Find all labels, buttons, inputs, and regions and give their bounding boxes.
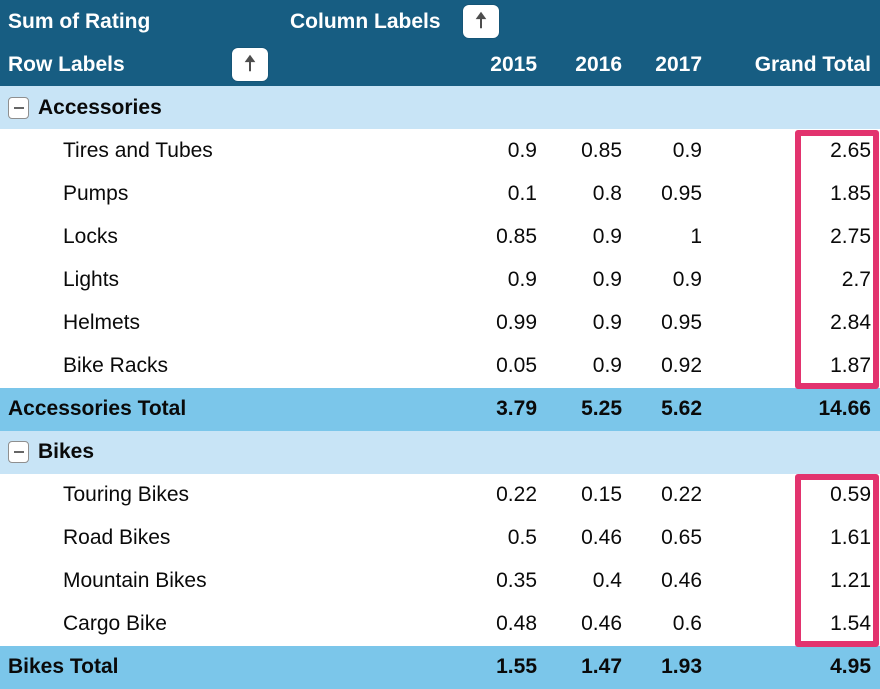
value-cell: 0.22 (661, 483, 702, 507)
value-cell: 2.7 (841, 267, 871, 291)
row-road-bikes: Road Bikes 0.5 0.46 0.65 1.61 (0, 517, 880, 560)
value-cell: 0.35 (496, 569, 537, 593)
total-cell: 3.79 (496, 397, 537, 421)
collapse-bikes-button[interactable] (8, 441, 29, 464)
group-label: Accessories (38, 95, 162, 119)
row-label: Tires and Tubes (63, 138, 213, 162)
row-locks: Locks 0.85 0.9 1 2.75 (0, 215, 880, 258)
value-cell: 0.85 (581, 138, 622, 162)
value-cell: 0.05 (496, 354, 537, 378)
value-cell: 0.99 (496, 310, 537, 334)
row-labels-sort-button[interactable] (232, 48, 268, 82)
value-cell: 0.5 (507, 526, 537, 550)
row-label: Bike Racks (63, 354, 169, 378)
row-tires-and-tubes: Tires and Tubes 0.9 0.85 0.9 2.65 (0, 129, 880, 172)
value-cell: 2.84 (830, 310, 871, 334)
row-labels-header: Row Labels (8, 52, 125, 76)
row-label: Locks (63, 224, 118, 248)
column-labels-sort-button[interactable] (462, 5, 499, 39)
pivot-title: Sum of Rating (8, 9, 151, 33)
row-label: Road Bikes (63, 526, 171, 550)
value-cell: 1 (690, 224, 702, 248)
row-cargo-bike: Cargo Bike 0.48 0.46 0.6 1.54 (0, 603, 880, 646)
value-cell: 0.6 (672, 612, 702, 636)
value-cell: 0.95 (661, 181, 702, 205)
column-header-grand-total: Grand Total (754, 52, 871, 76)
value-cell: 0.22 (496, 483, 537, 507)
row-lights: Lights 0.9 0.9 0.9 2.7 (0, 258, 880, 301)
value-cell: 0.85 (496, 224, 537, 248)
total-cell: 1.55 (496, 655, 537, 679)
minus-icon (13, 106, 24, 109)
row-label: Pumps (63, 181, 129, 205)
collapse-accessories-button[interactable] (8, 96, 29, 119)
row-helmets: Helmets 0.99 0.9 0.95 2.84 (0, 301, 880, 344)
group-label: Bikes (38, 440, 95, 464)
value-cell: 0.8 (592, 181, 622, 205)
column-header-2017: 2017 (655, 52, 702, 76)
value-cell: 0.46 (661, 569, 702, 593)
value-cell: 0.9 (672, 138, 702, 162)
row-accessories-total: Accessories Total 3.79 5.25 5.62 14.66 (0, 387, 880, 431)
value-cell: 0.9 (592, 224, 622, 248)
value-cell: 0.9 (507, 267, 537, 291)
total-cell: 5.25 (581, 397, 622, 421)
value-cell: 0.9 (592, 310, 622, 334)
sort-up-arrow-icon (239, 52, 261, 77)
value-cell: 1.85 (830, 181, 871, 205)
value-cell: 0.46 (581, 612, 622, 636)
value-cell: 0.59 (830, 483, 871, 507)
value-cell: 0.95 (661, 310, 702, 334)
value-cell: 0.1 (507, 181, 537, 205)
row-bike-racks: Bike Racks 0.05 0.9 0.92 1.87 (0, 345, 880, 388)
value-cell: 0.46 (581, 526, 622, 550)
row-bikes-total: Bikes Total 1.55 1.47 1.93 4.95 (0, 645, 880, 689)
value-cell: 0.65 (661, 526, 702, 550)
value-cell: 0.15 (581, 483, 622, 507)
value-cell: 1.61 (830, 526, 871, 550)
row-label: Touring Bikes (63, 483, 190, 507)
value-cell: 0.9 (592, 267, 622, 291)
row-label: Cargo Bike (63, 612, 167, 636)
total-label: Accessories Total (8, 397, 187, 421)
total-cell: 1.47 (581, 655, 622, 679)
pivot-header-row-2: Row Labels 2015 2016 2017 Grand Total (0, 43, 880, 87)
value-cell: 0.9 (507, 138, 537, 162)
pivot-header-row-1: Sum of Rating Column Labels (0, 0, 880, 44)
row-label: Helmets (63, 310, 141, 334)
value-cell: 2.75 (830, 224, 871, 248)
total-cell: 5.62 (661, 397, 702, 421)
value-cell: 0.4 (592, 569, 622, 593)
value-cell: 0.9 (592, 354, 622, 378)
row-label: Mountain Bikes (63, 569, 207, 593)
group-row-accessories: Accessories (0, 86, 880, 130)
sort-up-arrow-icon (470, 9, 492, 34)
row-mountain-bikes: Mountain Bikes 0.35 0.4 0.46 1.21 (0, 560, 880, 603)
column-labels-header: Column Labels (290, 9, 441, 33)
total-cell: 4.95 (830, 655, 871, 679)
value-cell: 0.92 (661, 354, 702, 378)
column-header-2015: 2015 (490, 52, 537, 76)
row-touring-bikes: Touring Bikes 0.22 0.15 0.22 0.59 (0, 474, 880, 517)
total-cell: 14.66 (818, 397, 871, 421)
value-cell: 1.54 (830, 612, 871, 636)
value-cell: 0.9 (672, 267, 702, 291)
value-cell: 1.87 (830, 354, 871, 378)
value-cell: 1.21 (830, 569, 871, 593)
total-cell: 1.93 (661, 655, 702, 679)
total-label: Bikes Total (8, 655, 119, 679)
row-label: Lights (63, 267, 120, 291)
row-pumps: Pumps 0.1 0.8 0.95 1.85 (0, 172, 880, 215)
value-cell: 0.48 (496, 612, 537, 636)
group-row-bikes: Bikes (0, 430, 880, 474)
value-cell: 2.65 (830, 138, 871, 162)
column-header-2016: 2016 (575, 52, 622, 76)
minus-icon (13, 451, 24, 454)
